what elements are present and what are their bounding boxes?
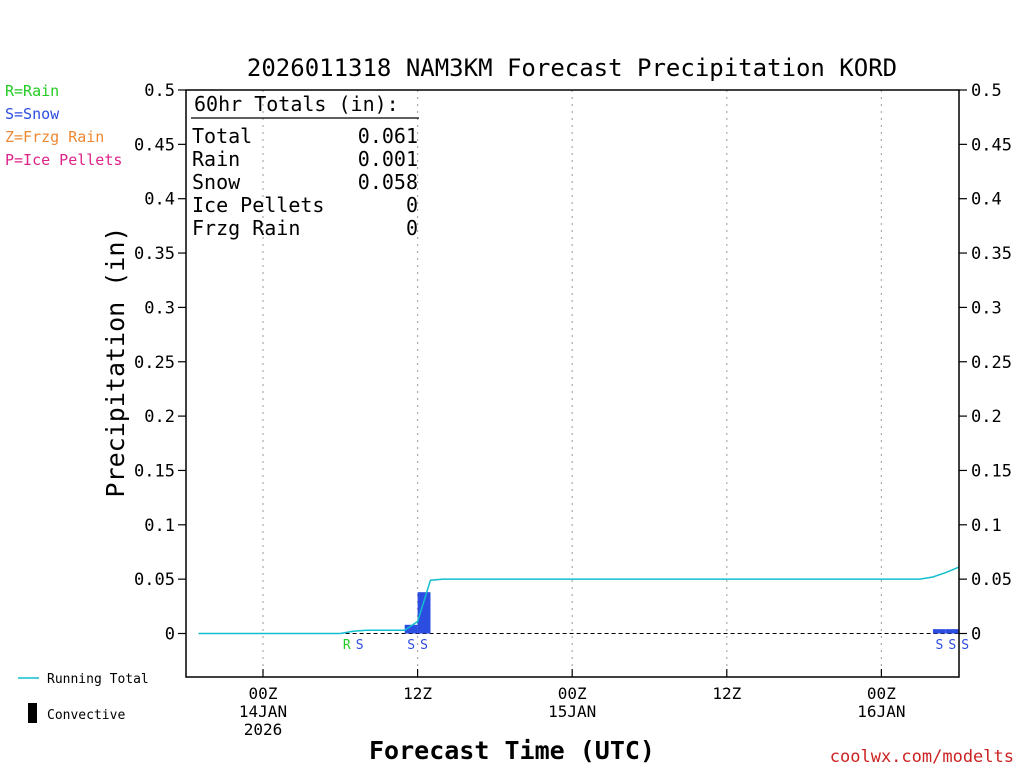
x-tick-label: 00Z [867,684,896,703]
y-tick-label-right: 0.25 [971,353,1012,373]
totals-row-label: Total [192,124,252,148]
axes-layer [178,89,967,677]
x-tick-label: 14JAN [239,702,287,721]
type-legend-entry: P=Ice Pellets [5,151,122,169]
y-tick-label-left: 0.45 [134,135,175,155]
bars-layer [404,592,959,634]
totals-row-value: 0.061 [358,124,418,148]
running-total-layer [198,566,959,635]
y-tick-label-right: 0.3 [971,298,1002,318]
type-legend-entry: Z=Frzg Rain [5,128,104,146]
totals-row-label: Rain [192,147,240,171]
y-tick-label-left: 0.3 [144,298,175,318]
x-tick-label: 12Z [712,684,741,703]
x-tick-label: 00Z [558,684,587,703]
totals-heading: 60hr Totals (in): [194,92,399,116]
y-tick-label-right: 0.5 [971,81,1002,101]
y-tick-label-left: 0.05 [134,570,175,590]
y-tick-label-left: 0.25 [134,353,175,373]
x-tick-label: 00Z [249,684,278,703]
x-axis-title: Forecast Time (UTC) [369,736,655,765]
precip-bar [404,624,418,634]
y-axis-title: Precipitation (in) [101,227,130,498]
running-total-line [198,566,959,635]
y-tick-label-left: 0.5 [144,81,175,101]
totals-row-value: 0 [406,216,418,240]
type-marker: S [948,638,956,653]
y-tick-label-left: 0.35 [134,244,175,264]
y-tick-label-right: 0 [971,625,981,645]
credit-text: coolwx.com/modelts [830,747,1014,767]
type-legend-entry: R=Rain [5,82,59,100]
y-tick-label-right: 0.1 [971,516,1002,536]
y-tick-label-left: 0.15 [134,461,175,481]
totals-row-label: Frzg Rain [192,216,300,240]
grid-lines [198,90,959,677]
x-tick-label: 2026 [244,720,283,739]
running-total-legend-label: Running Total [47,672,149,687]
y-tick-label-left: 0.1 [144,516,175,536]
precip-bar [932,629,946,634]
y-tick-label-left: 0 [165,625,175,645]
convective-legend-swatch [28,703,37,723]
x-tick-label: 16JAN [857,702,905,721]
totals-row-value: 0.001 [358,147,418,171]
y-tick-label-left: 0.4 [144,190,175,210]
totals-row-value: 0.058 [358,170,418,194]
y-tick-label-right: 0.35 [971,244,1012,264]
y-tick-label-right: 0.4 [971,190,1002,210]
totals-row-label: Snow [192,170,241,194]
type-legend-entry: S=Snow [5,105,60,123]
type-marker: R [343,638,351,653]
labels-layer: 0 00.05 0.050.1 0.10.15 0.150.2 0.20.25 0.250.… [5,54,1014,767]
y-tick-label-left: 0.2 [144,407,175,427]
y-tick-label-right: 0.45 [971,135,1012,155]
type-marker: S [935,638,943,653]
convective-legend-label: Convective [47,708,125,723]
type-marker: S [420,638,428,653]
y-tick-label-right: 0.15 [971,461,1012,481]
totals-row-label: Ice Pellets [192,193,324,217]
x-tick-label: 12Z [403,684,432,703]
chart-title: 2026011318 NAM3KM Forecast Precipitation… [247,54,897,82]
type-marker: S [961,638,969,653]
precip-bar [417,592,431,634]
totals-row-value: 0 [406,193,418,217]
y-tick-label-right: 0.05 [971,570,1012,590]
precip-bar [945,629,959,634]
y-tick-label-right: 0.2 [971,407,1002,427]
type-marker: S [407,638,415,653]
type-marker: S [356,638,364,653]
x-tick-label: 15JAN [548,702,596,721]
